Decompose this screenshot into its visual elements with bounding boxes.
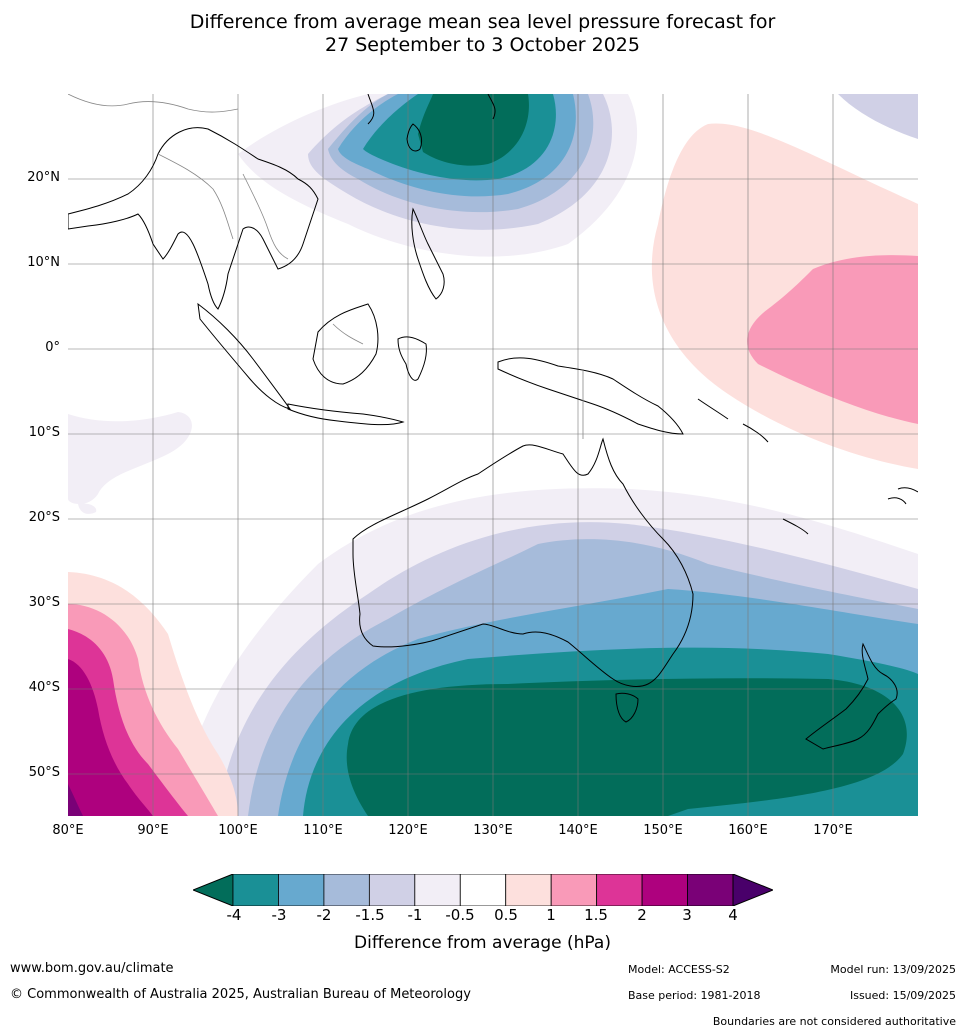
lat-label-40s: 40°S bbox=[28, 680, 60, 695]
colorbar-tick: -4 bbox=[226, 906, 242, 924]
graticule bbox=[68, 94, 918, 816]
lon-label-110e: 110°E bbox=[303, 823, 343, 838]
lon-label-90e: 90°E bbox=[137, 823, 169, 838]
northeast-positive-anomaly bbox=[651, 94, 918, 469]
australia-coast bbox=[352, 437, 694, 687]
colorbar bbox=[191, 873, 775, 907]
coastlines bbox=[68, 94, 918, 750]
lon-label-100e: 100°E bbox=[218, 823, 258, 838]
colorbar-swatch bbox=[414, 873, 461, 907]
colorbar-swatch bbox=[596, 873, 643, 907]
colorbar-swatch bbox=[278, 873, 325, 907]
lon-label-130e: 130°E bbox=[473, 823, 513, 838]
borneo-coast bbox=[312, 303, 379, 385]
copyright-text: © Commonwealth of Australia 2025, Austra… bbox=[10, 987, 471, 1002]
colorbar-swatch bbox=[323, 873, 370, 907]
boundary-disclaimer: Boundaries are not considered authoritat… bbox=[712, 1015, 956, 1028]
colorbar-under-arrow bbox=[191, 873, 234, 907]
taiwan-coast bbox=[406, 123, 423, 152]
colorbar-tick: 2 bbox=[637, 906, 647, 924]
lon-label-160e: 160°E bbox=[728, 823, 768, 838]
model-name: Model: ACCESS-S2 bbox=[628, 963, 730, 976]
colorbar-label: Difference from average (hPa) bbox=[354, 933, 611, 953]
sulawesi-coast bbox=[397, 336, 427, 381]
lat-label-10s: 10°S bbox=[28, 425, 60, 440]
colorbar-swatch bbox=[459, 873, 507, 907]
lon-label-80e: 80°E bbox=[52, 823, 84, 838]
colorbar-tick: 4 bbox=[728, 906, 738, 924]
new-guinea-coast bbox=[497, 357, 684, 435]
colorbar-tick: 0.5 bbox=[494, 906, 518, 924]
sumatra-coast bbox=[197, 302, 292, 410]
colorbar-swatch bbox=[368, 873, 416, 907]
philippines-coast bbox=[411, 207, 445, 300]
colorbar-tick: -1 bbox=[407, 906, 423, 924]
fiji-coast bbox=[887, 487, 918, 505]
base-period: Base period: 1981-2018 bbox=[628, 989, 761, 1002]
northern-negative-anomaly bbox=[238, 94, 638, 257]
website-link[interactable]: www.bom.gov.au/climate bbox=[10, 961, 174, 976]
lat-label-0: 0° bbox=[45, 340, 60, 355]
lat-label-20s: 20°S bbox=[28, 510, 60, 525]
colorbar-tick: -3 bbox=[271, 906, 287, 924]
model-run-date: Model run: 13/09/2025 bbox=[830, 963, 956, 976]
colorbar-tick: 1 bbox=[546, 906, 556, 924]
colorbar-over-arrow bbox=[732, 873, 775, 907]
issued-date: Issued: 15/09/2025 bbox=[849, 989, 956, 1002]
lat-label-10n: 10°N bbox=[27, 255, 60, 270]
colorbar-tick: 3 bbox=[682, 906, 692, 924]
colorbar-tick: -0.5 bbox=[445, 906, 475, 924]
lat-label-20n: 20°N bbox=[27, 170, 60, 185]
asia-coast bbox=[68, 127, 319, 310]
north-coast bbox=[367, 94, 496, 125]
new-zealand-coast bbox=[805, 642, 898, 750]
map-title-line2: 27 September to 3 October 2025 bbox=[325, 34, 640, 56]
colorbar-tick: -2 bbox=[316, 906, 332, 924]
western-weak-anomaly bbox=[68, 412, 192, 514]
lat-label-30s: 30°S bbox=[28, 595, 60, 610]
lon-label-150e: 150°E bbox=[643, 823, 683, 838]
colorbar-swatch bbox=[641, 873, 688, 907]
colorbar-tick: -1.5 bbox=[355, 906, 385, 924]
lat-label-50s: 50°S bbox=[28, 765, 60, 780]
lon-label-140e: 140°E bbox=[558, 823, 598, 838]
lon-label-170e: 170°E bbox=[813, 823, 853, 838]
pressure-anomaly-map bbox=[68, 94, 918, 816]
map-title-line1: Difference from average mean sea level p… bbox=[189, 11, 776, 33]
java-coast bbox=[287, 403, 405, 426]
solomon-islands bbox=[697, 398, 809, 535]
lon-label-120e: 120°E bbox=[388, 823, 428, 838]
colorbar-swatch bbox=[232, 873, 279, 907]
colorbar-swatch bbox=[505, 873, 552, 907]
colorbar-tick: 1.5 bbox=[584, 906, 608, 924]
colorbar-swatch bbox=[687, 873, 734, 907]
country-boundaries bbox=[68, 94, 584, 439]
tasmania-coast bbox=[615, 692, 639, 723]
colorbar-swatch bbox=[550, 873, 598, 907]
